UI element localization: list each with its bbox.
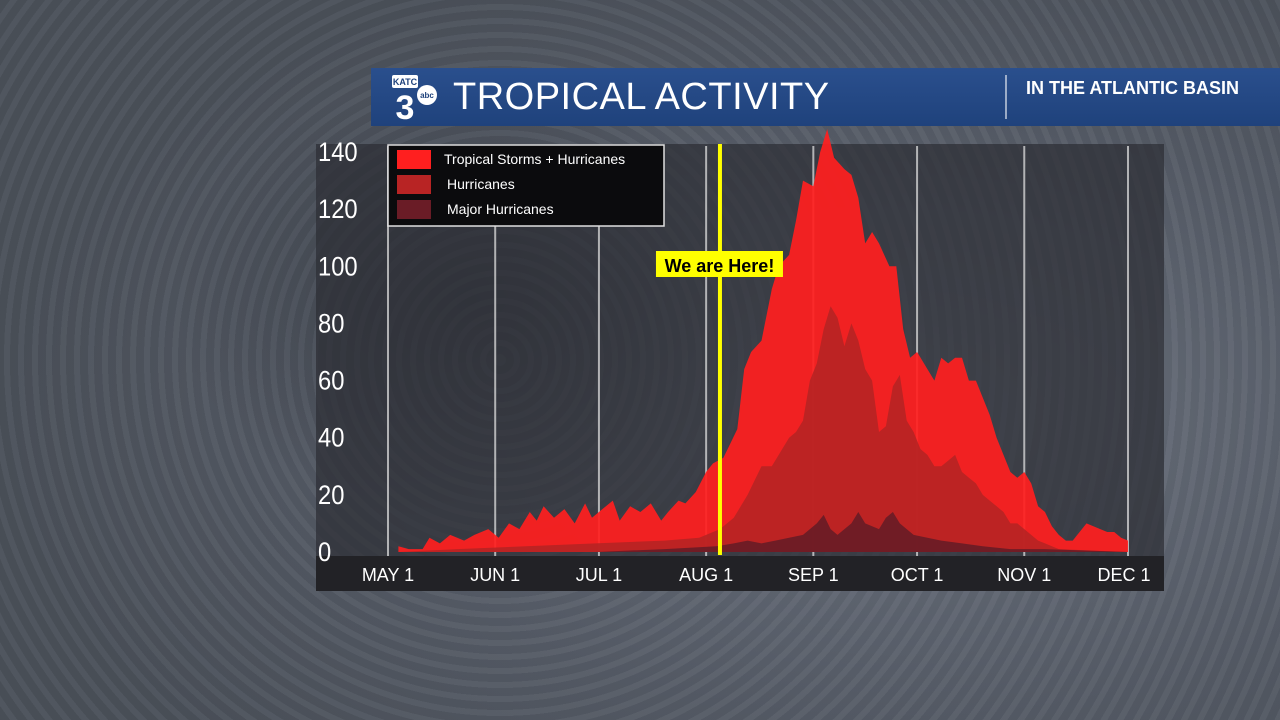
legend-label: Tropical Storms + Hurricanes xyxy=(444,151,625,167)
legend: Tropical Storms + Hurricanes Hurricanes Ma… xyxy=(387,144,665,227)
legend-label: Hurricanes xyxy=(447,176,515,192)
x-tick-label: MAY 1 xyxy=(362,565,414,585)
x-tick-label: JUL 1 xyxy=(576,565,622,585)
area-hurricanes xyxy=(398,306,1128,552)
logo-number: 3 xyxy=(396,89,415,121)
logo-text: KATC xyxy=(393,77,418,87)
page-title: TROPICAL ACTIVITY xyxy=(453,76,830,118)
x-tick-label: NOV 1 xyxy=(997,565,1051,585)
y-tick-label: 120 xyxy=(318,195,358,225)
y-tick-label: 100 xyxy=(318,252,358,282)
y-tick-label: 0 xyxy=(318,538,331,568)
y-tick-label: 20 xyxy=(318,481,344,511)
y-tick-label: 80 xyxy=(318,309,344,339)
area-major-hurricanes xyxy=(398,512,1128,552)
x-axis-band xyxy=(316,556,1164,591)
station-logo: KATC 3 abc xyxy=(392,75,437,121)
title-banner: KATC 3 abc TROPICAL ACTIVITY IN THE ATLA… xyxy=(371,68,1280,126)
y-tick-label: 40 xyxy=(318,423,344,453)
x-tick-label: JUN 1 xyxy=(470,565,520,585)
y-tick-label: 140 xyxy=(318,138,358,168)
area-series xyxy=(398,129,1128,552)
y-tick-labels: 0 20 40 60 80 100 120 140 xyxy=(318,138,358,568)
legend-swatch xyxy=(397,200,431,219)
x-tick-label: AUG 1 xyxy=(679,565,733,585)
legend-swatch xyxy=(397,175,431,194)
we-are-here-marker: We are Here! xyxy=(655,144,783,555)
legend-box xyxy=(387,144,665,227)
area-tropical-storms-hurricanes xyxy=(398,129,1128,552)
marker-label-box xyxy=(655,251,783,277)
banner-subtitle: IN THE ATLANTIC BASIN xyxy=(1026,78,1239,98)
y-tick-label: 60 xyxy=(318,366,344,396)
x-tick-label: DEC 1 xyxy=(1097,565,1150,585)
marker-label: We are Here! xyxy=(665,256,775,276)
x-tick-label: OCT 1 xyxy=(891,565,944,585)
legend-swatch xyxy=(397,150,431,169)
banner-divider xyxy=(1005,75,1007,119)
x-tick-labels: MAY 1 JUN 1 JUL 1 AUG 1 SEP 1 OCT 1 NOV 1 DEC 1 xyxy=(362,565,1151,585)
logo-network: abc xyxy=(420,91,434,100)
legend-label: Major Hurricanes xyxy=(447,201,554,217)
x-tick-label: SEP 1 xyxy=(788,565,839,585)
